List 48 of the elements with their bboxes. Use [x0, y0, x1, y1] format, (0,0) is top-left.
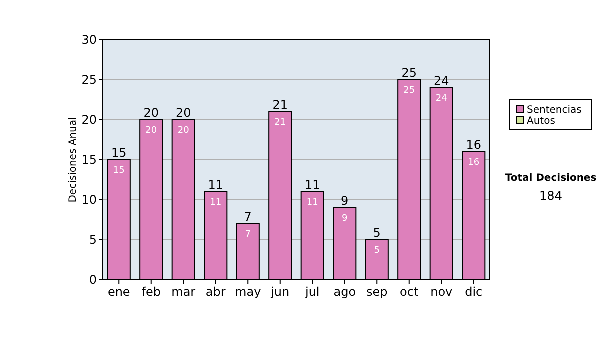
total-label: 24	[434, 74, 450, 88]
total-label: 25	[402, 66, 418, 80]
x-tick-label: may	[235, 285, 262, 299]
y-tick-label: 20	[82, 113, 97, 127]
data-label: 11	[210, 198, 222, 208]
x-tick-label: ago	[334, 285, 356, 299]
data-label: 24	[436, 94, 448, 104]
y-tick-label: 0	[89, 273, 97, 287]
data-label: 20	[178, 126, 190, 136]
total-label: 11	[304, 178, 320, 192]
x-tick-label: jun	[270, 285, 290, 299]
x-tick-label: nov	[430, 285, 453, 299]
x-tick-label: mar	[172, 285, 196, 299]
data-label: 11	[306, 198, 318, 208]
y-axis-title: Decisiones Anual	[68, 117, 79, 203]
y-tick-label: 30	[82, 33, 97, 47]
text: 184	[540, 189, 562, 203]
total-label: 15	[111, 146, 127, 160]
x-tick-label: sep	[366, 285, 388, 299]
x-tick-label: ene	[108, 285, 130, 299]
data-label: 7	[245, 230, 251, 240]
y-tick-label: 10	[82, 193, 97, 207]
total-label: 21	[272, 98, 288, 112]
data-label: 21	[274, 118, 286, 128]
y-tick-label: 5	[89, 233, 97, 247]
legend-label: Autos	[527, 116, 556, 127]
total-label: 20	[144, 106, 160, 120]
total-label: 11	[208, 178, 224, 192]
total-label: 7	[244, 210, 252, 224]
y-tick-label: 15	[82, 153, 97, 167]
x-tick-label: jul	[304, 285, 320, 299]
x-tick-label: oct	[400, 285, 419, 299]
total-label: 16	[466, 138, 482, 152]
data-label: 5	[374, 246, 380, 256]
total-label: 9	[341, 194, 349, 208]
data-label: 16	[468, 158, 480, 168]
total-label: 20	[176, 106, 192, 120]
data-label: 15	[113, 166, 125, 176]
x-tick-label: abr	[206, 285, 226, 299]
legend-label: Sentencias	[527, 105, 582, 116]
data-label: 9	[342, 214, 348, 224]
total-label: 5	[373, 226, 381, 240]
text: Total Decisiones	[505, 173, 597, 184]
y-tick-label: 25	[82, 73, 97, 87]
data-label: 20	[146, 126, 158, 136]
x-tick-label: feb	[142, 285, 161, 299]
x-tick-label: dic	[465, 285, 483, 299]
data-label: 25	[404, 86, 416, 96]
